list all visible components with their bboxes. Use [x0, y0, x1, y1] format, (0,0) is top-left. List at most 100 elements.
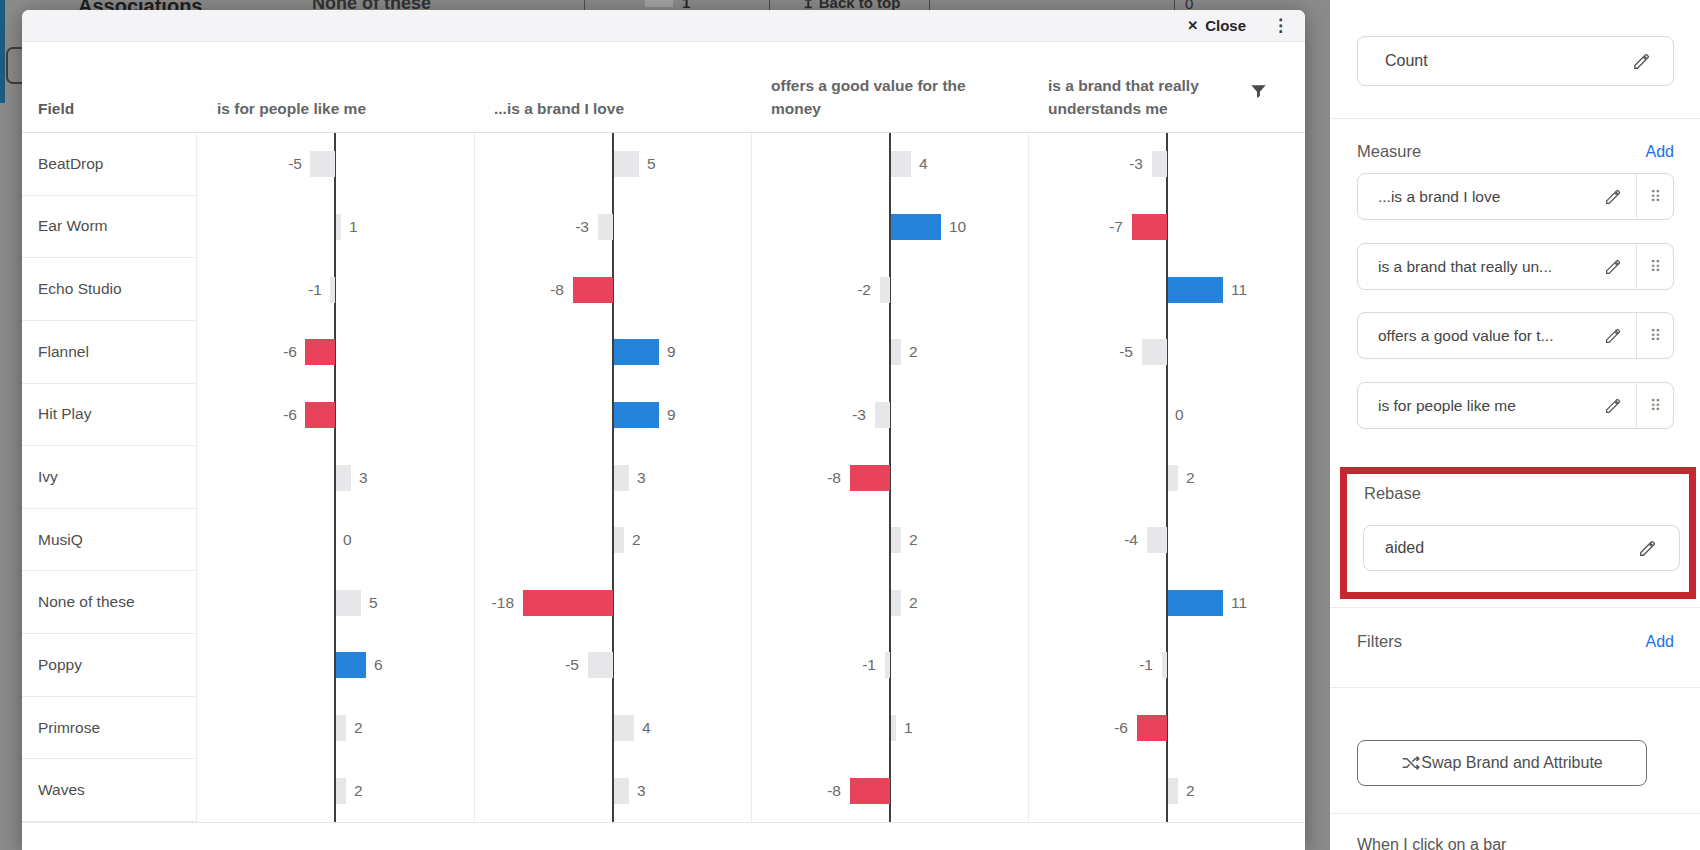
chart-cell: 0	[1028, 384, 1305, 447]
column-header: ...is a brand I love	[474, 98, 751, 120]
measure-pill[interactable]: offers a good value for t... ⠿	[1357, 312, 1674, 359]
bar[interactable]	[880, 277, 890, 303]
close-button[interactable]: ✕ Close	[1187, 17, 1246, 34]
table-row: Hit Play-69-30	[22, 384, 1305, 447]
row-label: Ivy	[22, 446, 197, 509]
bar[interactable]	[336, 465, 351, 491]
chart-cell: -5	[197, 133, 474, 196]
rebase-value: aided	[1364, 539, 1638, 557]
drag-handle-icon[interactable]: ⠿	[1637, 258, 1673, 276]
bar[interactable]	[891, 214, 941, 240]
bar[interactable]	[305, 402, 335, 428]
bar[interactable]	[891, 151, 911, 177]
bar[interactable]	[614, 339, 659, 365]
chart-cell: -6	[197, 384, 474, 447]
bar[interactable]	[850, 465, 890, 491]
bar[interactable]	[598, 214, 613, 240]
value-label: -1	[862, 656, 876, 674]
value-label: -5	[1119, 343, 1133, 361]
bar[interactable]	[1168, 277, 1223, 303]
chart-cell: 2	[1028, 759, 1305, 822]
bar[interactable]	[614, 778, 629, 804]
bar[interactable]	[336, 652, 366, 678]
bar[interactable]	[891, 715, 896, 741]
chart-cell: -1	[751, 634, 1028, 697]
divider	[1330, 607, 1700, 608]
bar[interactable]	[1142, 339, 1167, 365]
value-label: -6	[283, 406, 297, 424]
bar[interactable]	[891, 339, 901, 365]
bar[interactable]	[310, 151, 335, 177]
value-label: 1	[904, 719, 913, 737]
bar[interactable]	[588, 652, 613, 678]
edit-pencil-icon[interactable]	[1638, 539, 1657, 558]
rebase-field[interactable]: aided	[1363, 525, 1680, 571]
bar[interactable]	[336, 590, 361, 616]
bar[interactable]	[614, 151, 639, 177]
chart-cell: 11	[1028, 258, 1305, 321]
edit-pencil-icon[interactable]	[1604, 327, 1622, 345]
bar[interactable]	[891, 527, 901, 553]
value-label: 0	[343, 531, 352, 549]
bar[interactable]	[336, 214, 341, 240]
value-label: 2	[632, 531, 641, 549]
bar[interactable]	[614, 402, 659, 428]
chart-cell: -18	[474, 571, 751, 634]
drag-handle-icon[interactable]: ⠿	[1637, 327, 1673, 345]
bar[interactable]	[573, 277, 613, 303]
value-label: -18	[492, 594, 514, 612]
value-label: -3	[575, 218, 589, 236]
table-row: BeatDrop-554-3	[22, 133, 1305, 196]
filters-add-link[interactable]: Add	[1646, 633, 1674, 651]
bar[interactable]	[614, 527, 624, 553]
bar[interactable]	[336, 778, 346, 804]
bar[interactable]	[885, 652, 890, 678]
table-row: Waves23-82	[22, 759, 1305, 822]
edit-pencil-icon[interactable]	[1604, 258, 1622, 276]
divider	[1330, 687, 1700, 688]
value-label: -8	[827, 782, 841, 800]
drag-handle-icon[interactable]: ⠿	[1637, 397, 1673, 415]
count-field[interactable]: Count	[1357, 36, 1674, 86]
bar[interactable]	[850, 778, 890, 804]
kebab-menu-icon[interactable]: ⋮	[1268, 17, 1293, 34]
bar[interactable]	[1168, 465, 1178, 491]
bar[interactable]	[1137, 715, 1167, 741]
backdrop-divider	[929, 0, 930, 10]
shuffle-icon	[1401, 753, 1421, 773]
filter-icon[interactable]	[1249, 82, 1268, 101]
bar[interactable]	[1152, 151, 1167, 177]
measure-add-link[interactable]: Add	[1646, 143, 1674, 161]
bar[interactable]	[875, 402, 890, 428]
column-header-field: Field	[22, 98, 197, 120]
bar[interactable]	[1147, 527, 1167, 553]
bar[interactable]	[336, 715, 346, 741]
edit-pencil-icon[interactable]	[1604, 397, 1622, 415]
bar[interactable]	[614, 465, 629, 491]
bar[interactable]	[1168, 590, 1223, 616]
measure-pill[interactable]: ...is a brand I love ⠿	[1357, 173, 1674, 220]
chart-cell: 0	[197, 509, 474, 572]
bar[interactable]	[523, 590, 613, 616]
bar[interactable]	[305, 339, 335, 365]
swap-brand-attribute-button[interactable]: Swap Brand and Attribute	[1357, 740, 1647, 786]
value-label: 2	[354, 719, 363, 737]
drag-handle-icon[interactable]: ⠿	[1637, 188, 1673, 206]
chart-cell: -5	[1028, 321, 1305, 384]
measure-pill[interactable]: is a brand that really un... ⠿	[1357, 243, 1674, 290]
measure-pill[interactable]: is for people like me ⠿	[1357, 382, 1674, 429]
bar[interactable]	[330, 277, 335, 303]
measure-section-header: Measure Add	[1357, 142, 1674, 161]
edit-pencil-icon[interactable]	[1604, 188, 1622, 206]
row-label: Poppy	[22, 634, 197, 697]
bar[interactable]	[1168, 778, 1178, 804]
bar[interactable]	[1162, 652, 1167, 678]
bar[interactable]	[614, 715, 634, 741]
chart-cell: 4	[474, 697, 751, 760]
edit-pencil-icon[interactable]	[1632, 52, 1651, 71]
chart-cell: -1	[1028, 634, 1305, 697]
app-root: Associations None of these 1 ↥ Back to t…	[0, 0, 1700, 850]
bar[interactable]	[1132, 214, 1167, 240]
bar[interactable]	[891, 590, 901, 616]
chart-cell: 3	[197, 446, 474, 509]
